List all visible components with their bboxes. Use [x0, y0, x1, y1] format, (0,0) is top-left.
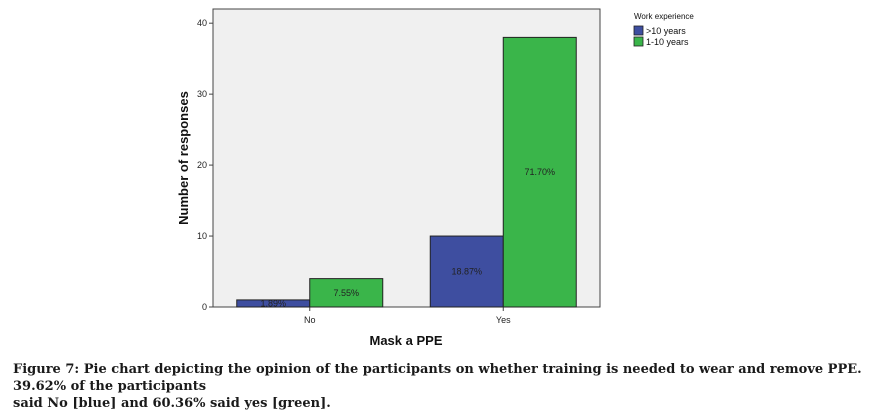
legend-label-1-10-years: 1-10 years [646, 37, 689, 47]
bar-yes-series-1 [429, 235, 504, 308]
bar-no-series-2 [309, 278, 384, 308]
legend-title: Work experience [634, 12, 694, 21]
y-tick-label: 30 [197, 89, 207, 99]
data-label-no-series-1: 1.89% [260, 298, 286, 308]
caption-line-1: Figure 7: Pie chart depicting the opinio… [13, 362, 862, 394]
x-tick-label-yes: Yes [496, 315, 511, 325]
data-label-no-series-2: 7.55% [333, 288, 359, 298]
bar-yes-series-2 [502, 36, 577, 308]
y-tick-label: 40 [197, 18, 207, 28]
legend-label-over-10-years: >10 years [646, 26, 686, 36]
legend-swatch-1-10-years [633, 36, 644, 47]
x-axis: No Yes [304, 307, 511, 325]
y-tick-label: 20 [197, 160, 207, 170]
x-tick-label-no: No [304, 315, 316, 325]
legend-swatch-over-10-years [633, 25, 644, 36]
y-tick-label: 0 [202, 302, 207, 312]
figure-caption: Figure 7: Pie chart depicting the opinio… [13, 361, 891, 412]
bar-chart: 0 10 20 30 40 No Yes 1.89% 7.55% 18.87% 71.70% N… [176, 8, 694, 348]
legend: Work experience >10 years 1-10 years [633, 12, 694, 47]
y-axis: 0 10 20 30 40 [197, 18, 213, 312]
y-tick-label: 10 [197, 231, 207, 241]
bars-group: 1.89% 7.55% 18.87% 71.70% [236, 36, 577, 308]
data-label-yes-series-2: 71.70% [524, 167, 555, 177]
caption-line-2: said No [blue] and 60.36% said yes [gree… [13, 396, 331, 411]
y-axis-title: Number of responses [176, 91, 191, 225]
x-axis-title: Mask a PPE [370, 333, 443, 348]
data-label-yes-series-1: 18.87% [451, 267, 482, 277]
